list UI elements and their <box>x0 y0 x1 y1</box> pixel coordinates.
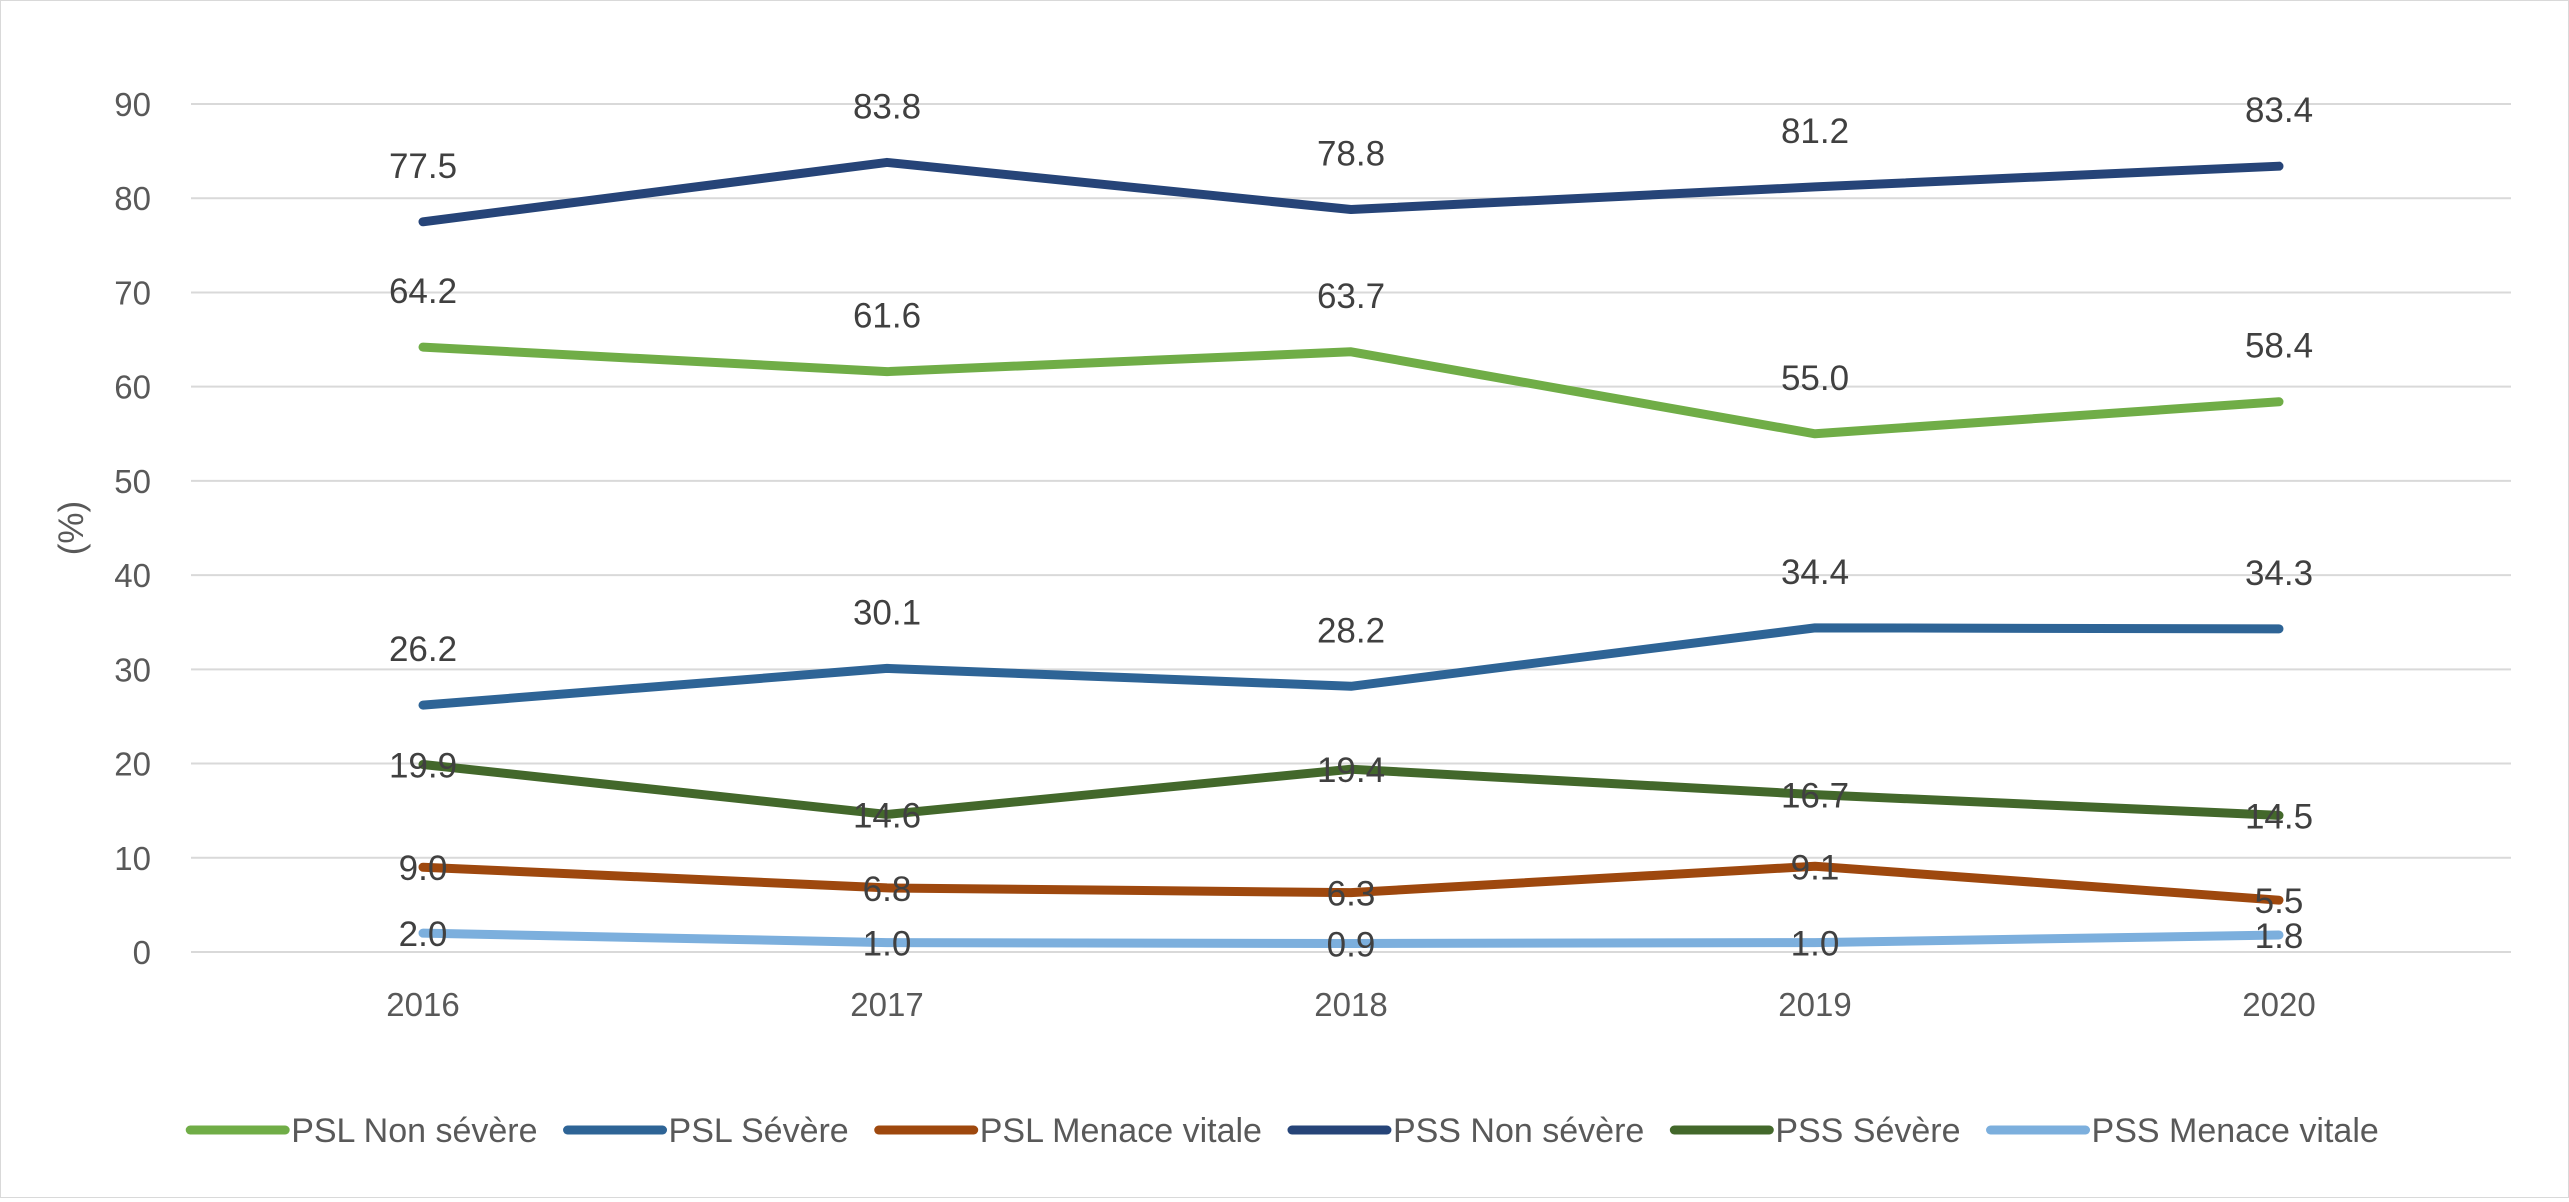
data-label: 63.7 <box>1317 277 1385 316</box>
data-label: 55.0 <box>1781 359 1849 398</box>
gridlines <box>191 103 2511 953</box>
legend-item: PSL Non sévère <box>185 1112 538 1150</box>
data-label: 2.0 <box>399 915 448 954</box>
data-label: 6.8 <box>863 870 912 909</box>
legend-label: PSS Menace vitale <box>2092 1112 2379 1150</box>
data-label: 16.7 <box>1781 777 1849 816</box>
data-label: 19.9 <box>389 746 457 785</box>
legend: PSL Non sévère PSL Sévère PSL Menace vital… <box>185 1112 2379 1150</box>
data-label: 14.6 <box>853 796 921 835</box>
legend-item: PSS Non sévère <box>1287 1112 1644 1150</box>
x-tick-label: 2018 <box>1314 986 1387 1023</box>
data-label: 0.9 <box>1327 926 1376 965</box>
data-label: 30.1 <box>853 593 921 632</box>
data-label: 1.0 <box>1791 925 1840 964</box>
data-label: 83.4 <box>2245 91 2313 130</box>
data-labels: 64.2 61.6 63.7 55.0 58.4 26.2 30.1 28.2 34.4 34.3… <box>389 87 2313 964</box>
legend-label: PSL Sévère <box>669 1112 849 1150</box>
y-tick-label: 0 <box>133 934 151 971</box>
y-tick-label: 60 <box>114 369 151 406</box>
data-label: 1.8 <box>2255 917 2304 956</box>
legend-label: PSS Sévère <box>1775 1112 1960 1150</box>
y-tick-label: 90 <box>114 86 151 123</box>
x-tick-label: 2017 <box>850 986 923 1023</box>
y-tick-label: 80 <box>114 180 151 217</box>
x-tick-label: 2019 <box>1778 986 1851 1023</box>
series-line <box>418 861 2284 905</box>
legend-label: PSS Non sévère <box>1393 1112 1644 1150</box>
data-label: 81.2 <box>1781 112 1849 151</box>
y-tick-label: 50 <box>114 463 151 500</box>
series-lines <box>418 157 2284 949</box>
y-tick-label: 40 <box>114 557 151 594</box>
data-label: 83.8 <box>853 87 921 126</box>
legend-label: PSL Non sévère <box>291 1112 537 1150</box>
data-label: 14.5 <box>2245 797 2313 836</box>
x-axis-ticks: 2016 2017 2018 2019 2020 <box>386 986 2315 1023</box>
data-label: 9.0 <box>399 849 448 888</box>
data-label: 34.3 <box>2245 554 2313 593</box>
series-line <box>418 759 2284 820</box>
data-label: 1.0 <box>863 925 912 964</box>
data-label: 5.5 <box>2255 882 2304 921</box>
series-line <box>418 342 2284 439</box>
data-label: 26.2 <box>389 630 457 669</box>
data-label: 64.2 <box>389 272 457 311</box>
series-line <box>418 623 2284 710</box>
data-label: 61.6 <box>853 297 921 336</box>
y-tick-label: 30 <box>114 651 151 688</box>
x-tick-label: 2016 <box>386 986 459 1023</box>
legend-label: PSL Menace vitale <box>980 1112 1262 1150</box>
y-tick-label: 10 <box>114 840 151 877</box>
data-label: 58.4 <box>2245 327 2313 366</box>
y-axis-label: (%) <box>52 501 91 555</box>
series-line <box>418 928 2284 949</box>
legend-item: PSS Sévère <box>1669 1112 1961 1150</box>
data-label: 78.8 <box>1317 135 1385 174</box>
series-line <box>418 157 2284 227</box>
y-axis-ticks: 0 10 20 30 40 50 60 70 80 90 <box>114 86 151 971</box>
x-tick-label: 2020 <box>2242 986 2315 1023</box>
legend-item: PSL Sévère <box>563 1112 849 1150</box>
y-tick-label: 70 <box>114 274 151 311</box>
data-label: 6.3 <box>1327 875 1376 914</box>
data-label: 34.4 <box>1781 553 1849 592</box>
data-label: 28.2 <box>1317 611 1385 650</box>
legend-item: PSL Menace vitale <box>874 1112 1262 1150</box>
data-label: 9.1 <box>1791 848 1840 887</box>
data-label: 77.5 <box>389 147 457 186</box>
legend-item: PSS Menace vitale <box>1986 1112 2379 1150</box>
data-label: 19.4 <box>1317 751 1385 790</box>
y-tick-label: 20 <box>114 746 151 783</box>
